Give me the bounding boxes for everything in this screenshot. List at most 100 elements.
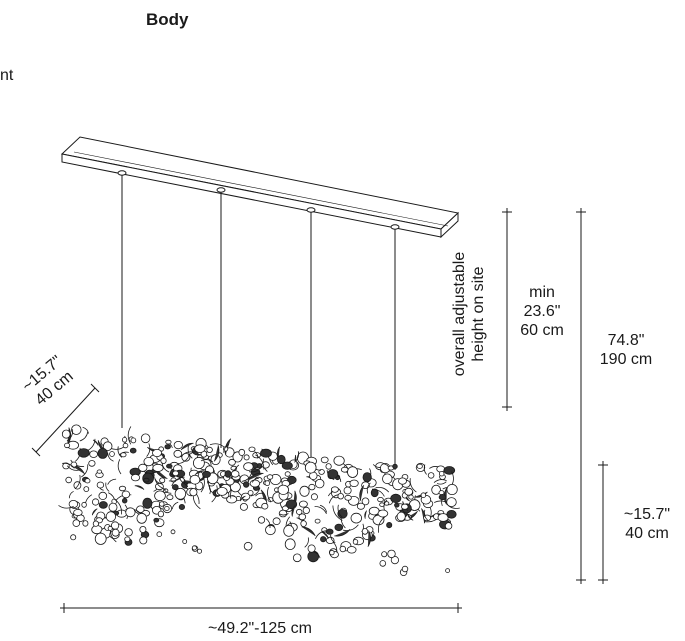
petal (64, 442, 71, 449)
ceiling-canopy (60, 136, 460, 239)
petal (308, 483, 316, 491)
petal (436, 465, 446, 473)
body-height-cm: 40 cm (625, 525, 669, 542)
petal (192, 456, 205, 470)
petal (130, 437, 137, 444)
stem (117, 446, 123, 458)
min-inches: 23.6" (523, 303, 561, 320)
petal (386, 521, 393, 529)
petal (334, 523, 344, 532)
petal (224, 470, 232, 478)
petal (70, 461, 78, 468)
stem (79, 431, 89, 442)
petal (160, 457, 167, 464)
stem (251, 477, 259, 483)
bud (170, 529, 176, 535)
petal (239, 502, 248, 511)
petal (298, 513, 307, 521)
body-height-inches: ~15.7" (623, 506, 671, 523)
petal (122, 436, 128, 443)
stem (436, 481, 447, 485)
petal (446, 483, 458, 495)
petal (420, 492, 427, 499)
stem (328, 494, 339, 504)
petal (81, 501, 87, 508)
petal (105, 511, 117, 522)
petal (310, 493, 318, 501)
petal (377, 496, 384, 503)
overall-height-label: 74.8" 190 cm (588, 331, 664, 369)
petal (124, 528, 133, 537)
petal (284, 471, 291, 477)
stem (194, 470, 205, 475)
petal (173, 440, 183, 450)
stem (163, 488, 172, 494)
petal (302, 506, 310, 514)
petal (238, 448, 246, 456)
petal (108, 502, 118, 512)
petal (174, 487, 187, 500)
stem (409, 478, 417, 493)
bud (72, 519, 81, 527)
petal (165, 439, 172, 445)
petal (96, 469, 103, 474)
petal (249, 479, 261, 488)
petal (272, 517, 281, 525)
bud (381, 551, 388, 558)
stem (213, 445, 220, 462)
bud (401, 565, 409, 573)
petal (157, 510, 164, 518)
petal (143, 456, 154, 467)
petal (320, 456, 329, 464)
depth-dimension-line (35, 387, 96, 453)
petal (166, 463, 173, 469)
depth-tick-2 (90, 383, 100, 393)
petal (89, 450, 98, 458)
body-height-label: ~15.7" 40 cm (612, 505, 682, 543)
bud (107, 525, 113, 531)
petal (73, 481, 82, 490)
petal (261, 502, 269, 510)
petal (443, 466, 456, 475)
stem (314, 506, 327, 514)
stem (82, 426, 89, 434)
petal (307, 550, 320, 563)
petal (243, 454, 250, 461)
petal (356, 502, 365, 510)
stem (209, 443, 225, 448)
stem (177, 454, 190, 465)
petal (248, 446, 256, 452)
depth-tick-1 (31, 447, 41, 457)
overall-inches: 74.8" (607, 332, 645, 349)
petal (343, 486, 352, 495)
petal (337, 493, 344, 500)
bud (292, 553, 302, 563)
petal (173, 449, 183, 458)
page-title: Body (146, 10, 189, 29)
stem (68, 490, 74, 499)
stem (154, 478, 163, 485)
min-cm: 60 cm (520, 322, 564, 339)
petal (362, 472, 372, 483)
stem (383, 499, 388, 511)
petal (325, 536, 335, 545)
petal (278, 509, 288, 518)
anchor-3 (306, 207, 316, 213)
stem (250, 487, 261, 497)
canopy-top (60, 136, 460, 230)
petal (330, 486, 339, 493)
petal (392, 463, 398, 469)
stem (265, 518, 271, 529)
stem (375, 486, 390, 493)
petal (65, 476, 72, 484)
petal (96, 481, 105, 489)
petal (82, 520, 89, 527)
petal (229, 481, 241, 493)
canopy-side (440, 211, 459, 239)
stem (208, 485, 211, 495)
petal (333, 455, 345, 466)
cropped-text-fragment: nt (0, 67, 14, 84)
min-text: min (529, 284, 555, 301)
overall-cm: 190 cm (599, 351, 653, 368)
